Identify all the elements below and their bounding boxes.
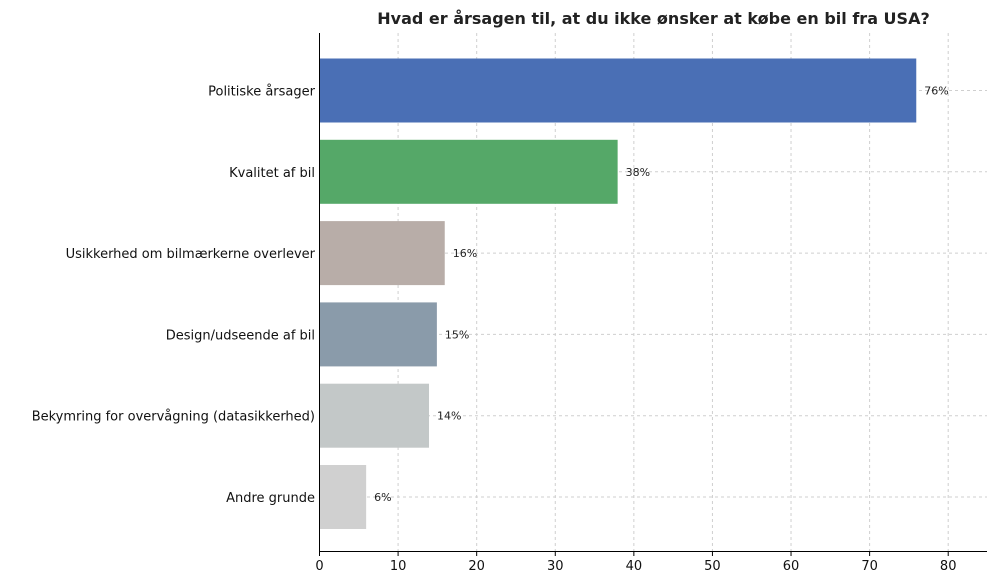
x-tick-label: 50 <box>704 559 721 574</box>
x-tick-label: 80 <box>940 559 957 574</box>
category-label: Design/udseende af bil <box>166 328 315 343</box>
bar-value-label: 15% <box>445 328 469 341</box>
category-label: Usikkerhed om bilmærkerne overlever <box>66 247 316 262</box>
x-tick-label: 60 <box>783 559 800 574</box>
bar <box>319 139 618 204</box>
bar-value-label: 6% <box>374 491 391 504</box>
chart-title: Hvad er årsagen til, at du ikke ønsker a… <box>377 9 930 28</box>
x-tick-label: 40 <box>626 559 643 574</box>
bar <box>319 383 430 448</box>
bar <box>319 302 437 367</box>
category-label: Politiske årsager <box>208 85 316 100</box>
bar <box>319 58 917 123</box>
x-tick-label: 20 <box>468 559 485 574</box>
x-tick-label: 0 <box>315 559 323 574</box>
category-label: Bekymring for overvågning (datasikkerhed… <box>32 410 315 425</box>
category-label: Kvalitet af bil <box>229 166 315 181</box>
bar-value-label: 76% <box>924 85 948 98</box>
bar-value-label: 16% <box>453 247 477 260</box>
x-tick-label: 70 <box>861 559 878 574</box>
x-tick-label: 10 <box>390 559 407 574</box>
bar <box>319 221 445 286</box>
category-label: Andre grunde <box>226 491 315 506</box>
bar-value-label: 14% <box>437 410 461 423</box>
bar <box>319 465 367 529</box>
bar-value-label: 38% <box>626 166 650 179</box>
x-tick-label: 30 <box>547 559 564 574</box>
